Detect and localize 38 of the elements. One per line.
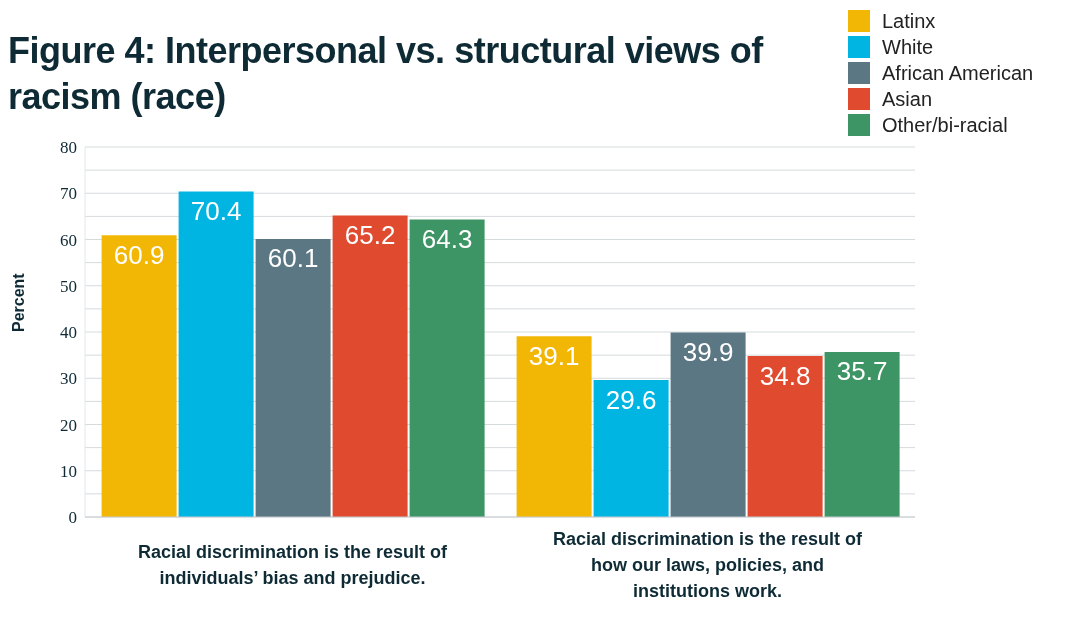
- data-label: 29.6: [605, 384, 657, 415]
- data-label: 64.3: [421, 224, 473, 255]
- legend-label: Other/bi-racial: [882, 113, 1008, 137]
- legend-label: White: [882, 35, 934, 59]
- legend-label: African American: [882, 61, 1034, 85]
- y-tick-label: 10: [60, 461, 77, 481]
- bar: [824, 351, 900, 517]
- legend-label: Latinx: [882, 9, 936, 33]
- bar: [255, 239, 331, 517]
- y-tick-label: 40: [60, 323, 77, 343]
- y-tick-label: 0: [68, 508, 77, 528]
- bar: [101, 235, 177, 517]
- data-label: 60.1: [267, 243, 319, 274]
- y-tick-label: 30: [60, 369, 77, 389]
- x-tick-label: Racial discrimination is the result of how our laws, policies, and institutions work.: [552, 529, 864, 601]
- data-label: 39.9: [682, 336, 734, 367]
- legend-label: Asian: [882, 87, 933, 111]
- bar: [409, 219, 485, 517]
- chart-title: Figure 4: Interpersonal vs. structural views of racism (race): [8, 29, 765, 119]
- bar: [332, 215, 408, 517]
- data-label: 34.8: [759, 360, 811, 391]
- data-label: 70.4: [190, 195, 242, 226]
- bar: [178, 191, 254, 517]
- bar: [516, 336, 592, 517]
- data-label: 39.1: [528, 340, 580, 371]
- bar: [593, 380, 669, 517]
- y-tick-label: 50: [60, 276, 77, 296]
- y-tick-label: 20: [60, 415, 77, 435]
- bar: [670, 332, 746, 517]
- data-label: 60.9: [113, 239, 165, 270]
- data-label: 65.2: [344, 219, 396, 250]
- bar: [747, 356, 823, 517]
- y-tick-label: 80: [60, 138, 77, 158]
- y-axis-title: Percent: [9, 272, 27, 332]
- x-tick-label: Racial discrimination is the result of individuals’ bias and prejudice.: [137, 542, 449, 588]
- y-tick-label: 70: [60, 184, 77, 204]
- y-tick-label: 60: [60, 230, 77, 250]
- data-label: 35.7: [836, 356, 888, 387]
